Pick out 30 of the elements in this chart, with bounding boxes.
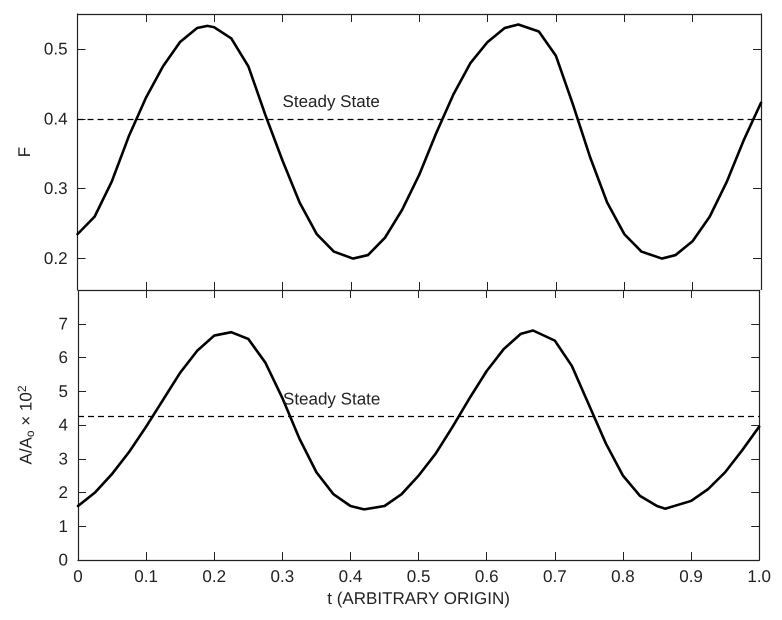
y-tick-label: 4 <box>58 416 68 434</box>
ref-line-label: Steady State <box>282 92 380 111</box>
x-tick-label: 0.8 <box>611 567 635 586</box>
y-tick-label: 2 <box>58 483 68 502</box>
x-tick-label: 0.4 <box>338 567 362 586</box>
y-tick-label: 0 <box>58 550 68 570</box>
y-tick-label: 0.3 <box>44 179 68 198</box>
line-series <box>76 329 760 511</box>
y-tick-label: 0.2 <box>44 249 68 268</box>
y-tick-label: 5 <box>58 382 68 401</box>
y-tick-label: 7 <box>58 314 68 334</box>
x-tick-label: 1.0 <box>747 567 772 586</box>
ref-line-label: Steady State <box>283 390 380 409</box>
x-tick-label: 0.7 <box>543 567 567 586</box>
y-tick-label: 6 <box>58 348 68 367</box>
line-series <box>76 23 762 260</box>
x-tick-label: 0.3 <box>270 567 294 586</box>
y-tick-label: 0.4 <box>44 109 68 128</box>
x-tick-label: 0.6 <box>474 567 499 586</box>
x-tick-label: 0 <box>73 567 83 586</box>
y-tick-label: 0.5 <box>44 39 68 58</box>
x-axis-title: t (ARBITRARY ORIGIN) <box>327 589 510 608</box>
y-tick-label: 1 <box>58 516 68 536</box>
x-tick-label: 0.5 <box>406 567 430 586</box>
y-tick-label: 3 <box>58 449 68 468</box>
x-tick-label: 0.9 <box>679 567 703 586</box>
x-tick-label: 0.2 <box>202 567 226 586</box>
y-axis-title: A/Ao × 102 <box>15 385 37 465</box>
y-axis-title: F <box>15 146 34 158</box>
x-tick-label: 0.1 <box>134 567 158 586</box>
